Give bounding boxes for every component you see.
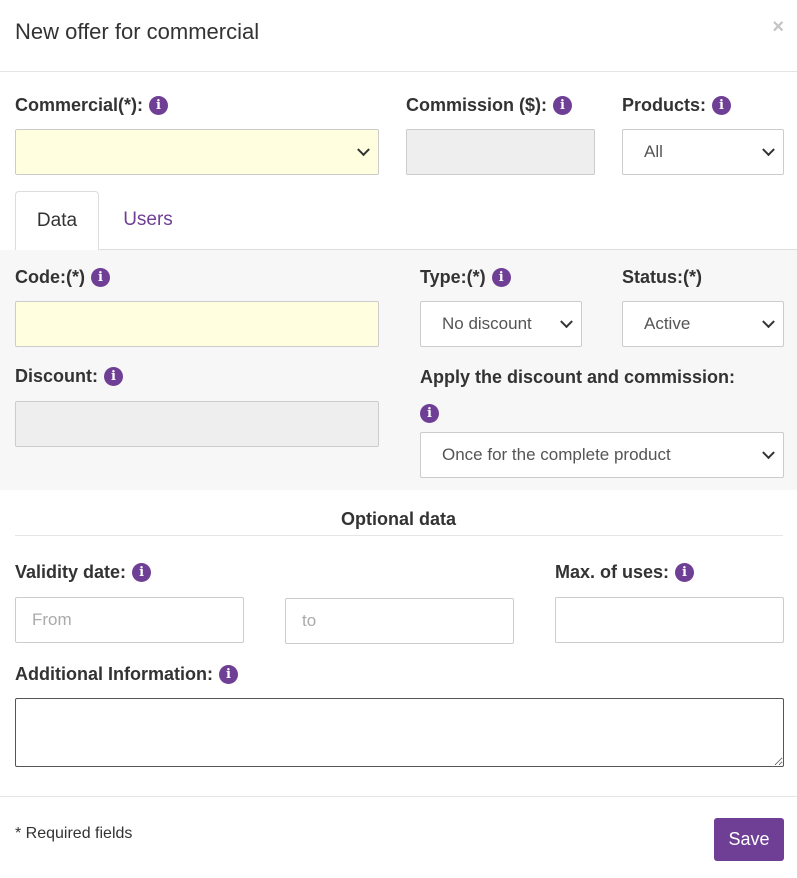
tab-users[interactable]: Users <box>123 209 173 230</box>
tab-data[interactable]: Data <box>15 191 99 251</box>
code-label-text: Code:(*) <box>15 267 85 287</box>
info-icon[interactable]: i <box>712 96 732 115</box>
apply-select-value: Once for the complete product <box>442 445 671 464</box>
type-label-text: Type:(*) <box>420 267 486 287</box>
max-uses-input[interactable] <box>555 597 784 643</box>
status-label-text: Status:(*) <box>622 267 702 287</box>
additional-info-textarea[interactable] <box>15 698 784 767</box>
commercial-label-text: Commercial(*): <box>15 95 144 115</box>
type-select-value: No discount <box>442 314 532 333</box>
products-label-text: Products: <box>622 95 707 115</box>
required-fields-note: * Required fields <box>15 825 133 842</box>
additional-info-label-text: Additional Information: <box>15 664 213 684</box>
validity-from-input[interactable]: From <box>15 597 244 643</box>
save-button[interactable]: Save <box>714 818 784 861</box>
close-icon[interactable]: × <box>772 16 784 38</box>
info-icon[interactable]: i <box>149 96 169 115</box>
chevron-down-icon <box>357 143 370 157</box>
products-label: Products: i <box>622 95 732 116</box>
dialog-title: New offer for commercial <box>15 19 260 44</box>
info-icon[interactable]: i <box>420 404 439 423</box>
info-icon[interactable]: i <box>675 563 695 582</box>
status-label: Status:(*) <box>622 267 702 288</box>
validity-label-text: Validity date: <box>15 562 127 582</box>
code-input[interactable] <box>15 301 379 347</box>
max-uses-label: Max. of uses: i <box>555 562 695 583</box>
commission-label-text: Commission ($): <box>406 95 548 115</box>
footer-divider <box>0 796 797 797</box>
info-icon[interactable]: i <box>218 665 238 684</box>
info-icon[interactable]: i <box>491 268 511 287</box>
validity-to-placeholder: to <box>302 611 317 630</box>
section-divider <box>15 535 783 536</box>
validity-from-placeholder: From <box>32 610 72 629</box>
tab-bar: Data Users <box>15 191 797 251</box>
optional-data-title: Optional data <box>340 509 456 529</box>
apply-label-text: Apply the discount and commission: <box>420 367 736 387</box>
status-select-value: Active <box>644 314 691 333</box>
additional-info-label: Additional Information: i <box>15 664 238 685</box>
validity-to-input[interactable]: to <box>285 598 514 644</box>
discount-label: Discount: i <box>15 366 123 387</box>
commercial-select[interactable] <box>15 129 379 175</box>
discount-label-text: Discount: <box>15 366 98 386</box>
chevron-down-icon <box>560 315 573 329</box>
apply-info: i <box>414 404 439 423</box>
code-label: Code:(*) i <box>15 267 110 288</box>
info-icon[interactable]: i <box>132 563 152 582</box>
status-select[interactable]: Active <box>622 301 784 347</box>
type-select[interactable]: No discount <box>420 301 582 347</box>
commission-field <box>406 129 595 175</box>
apply-label: Apply the discount and commission: <box>420 367 735 388</box>
info-icon[interactable]: i <box>104 367 123 386</box>
info-icon[interactable]: i <box>91 268 110 287</box>
max-uses-label-text: Max. of uses: <box>555 562 670 582</box>
commercial-label: Commercial(*): i <box>15 95 169 116</box>
info-icon[interactable]: i <box>553 96 573 115</box>
dialog-header: New offer for commercial × <box>0 0 797 72</box>
chevron-down-icon <box>762 446 775 460</box>
products-select-value: All <box>644 142 663 161</box>
chevron-down-icon <box>762 143 775 157</box>
chevron-down-icon <box>762 315 775 329</box>
products-select[interactable]: All <box>622 129 784 175</box>
validity-label: Validity date: i <box>15 562 152 583</box>
discount-field <box>15 401 379 447</box>
commission-label: Commission ($): i <box>406 95 573 116</box>
apply-select[interactable]: Once for the complete product <box>420 432 784 478</box>
type-label: Type:(*) i <box>420 267 511 288</box>
